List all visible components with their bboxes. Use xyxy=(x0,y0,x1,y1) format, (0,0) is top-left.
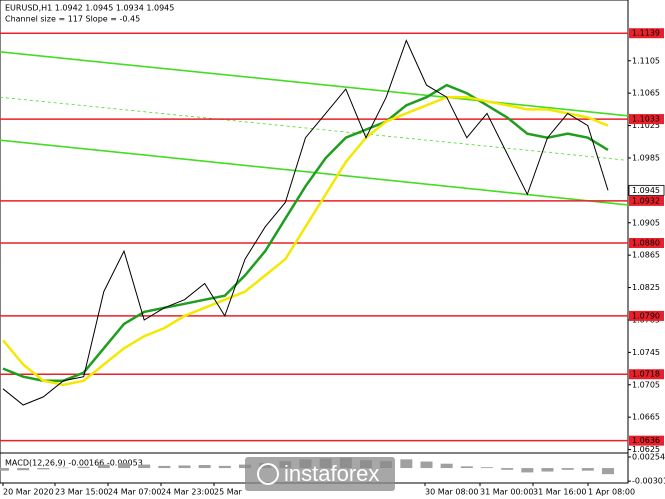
y-tick-label: 1.0625 xyxy=(632,445,660,454)
level-label-box xyxy=(629,310,664,321)
price-line xyxy=(2,39,609,406)
macd-bar xyxy=(118,462,130,469)
x-tick-label: 24 Mar 07:00 xyxy=(108,488,161,497)
macd-bar xyxy=(420,461,433,469)
current-price-label: 1.0945 xyxy=(632,186,660,195)
macd-bar xyxy=(581,468,594,471)
y-tick-label: 1.0825 xyxy=(632,283,660,292)
watermark: instaforex xyxy=(245,457,395,491)
macd-bar xyxy=(17,468,30,471)
indicator-line: Channel size = 117 Slope = -0.45 xyxy=(5,15,140,24)
level-label: 1.0636 xyxy=(632,436,660,445)
level-label: 1.0932 xyxy=(632,196,660,205)
level-label: 1.1139 xyxy=(632,29,660,38)
x-tick-label: 24 Mar 23:00 xyxy=(161,488,214,497)
y-tick-label: 1.0865 xyxy=(632,251,660,260)
x-tick-label: 31 Mar 16:00 xyxy=(533,488,586,497)
x-tick-label: 1 Apr 08:00 xyxy=(588,488,635,497)
x-tick-label: 20 Mar 2020 xyxy=(3,488,54,497)
macd-bar xyxy=(158,465,171,469)
y-tick-label: 1.0665 xyxy=(632,413,660,422)
macd-bar xyxy=(178,465,191,469)
y-tick-label: 1.0985 xyxy=(632,153,660,162)
macd-bar xyxy=(198,465,211,469)
macd-label: MACD(12,26,9) -0.00166 -0.00053 xyxy=(5,459,143,468)
symbol-line: EURUSD,H1 1.0942 1.0945 1.0934 1.0945 xyxy=(5,4,174,13)
macd-bar xyxy=(602,468,614,475)
y-tick-label: 1.1065 xyxy=(632,89,660,98)
level-label-box xyxy=(629,238,664,249)
level-label: 1.1033 xyxy=(632,115,660,124)
x-tick-label: 31 Mar 00:00 xyxy=(480,488,533,497)
x-tick-label: 23 Mar 15:00 xyxy=(55,488,108,497)
y-tick-label: 1.1105 xyxy=(632,56,660,65)
watermark-box xyxy=(245,457,395,491)
level-label-box xyxy=(629,195,664,206)
y-tick-label: 1.0705 xyxy=(632,380,660,389)
macd-bar xyxy=(440,463,453,469)
macd-bar xyxy=(138,464,151,469)
macd-bar xyxy=(218,465,231,469)
macd-bar xyxy=(77,466,90,469)
y-tick-label: 1.0745 xyxy=(632,348,660,357)
macd-bar xyxy=(400,459,413,469)
channel-line xyxy=(0,51,629,117)
macd-tick-label: 0.00254 xyxy=(632,453,665,462)
plot-frame xyxy=(0,0,629,484)
macd-bar xyxy=(37,468,50,470)
watermark-logo xyxy=(257,463,279,485)
macd-bar xyxy=(460,466,473,469)
macd-bar xyxy=(481,467,493,469)
y-tick-label: 1.1025 xyxy=(632,121,660,130)
macd-bar xyxy=(57,467,70,469)
x-tick-label: 25 Mar xyxy=(214,488,243,497)
level-label-box xyxy=(629,369,664,380)
level-label-box xyxy=(629,435,664,446)
level-label-box xyxy=(629,28,664,39)
level-label: 1.0880 xyxy=(632,239,660,248)
macd-bar xyxy=(97,464,110,469)
current-price-box xyxy=(628,184,665,196)
level-label: 1.0718 xyxy=(632,370,660,379)
y-tick-label: 1.0905 xyxy=(632,218,660,227)
watermark-text: instaforex xyxy=(284,461,379,486)
macd-bar xyxy=(561,468,574,470)
macd-bar xyxy=(0,468,9,471)
level-label: 1.0790 xyxy=(632,311,660,320)
macd-tick-label: -0.00301 xyxy=(632,477,665,486)
x-tick-label: 30 Mar 08:00 xyxy=(425,488,478,497)
macd-bar xyxy=(521,468,534,473)
macd-bar xyxy=(541,468,554,472)
marks: 1.1105 1.1065 1.1025 1.0985 1.0905 1.0865 1.08… xyxy=(0,28,665,497)
moving-average xyxy=(2,83,609,382)
moving-average xyxy=(2,95,609,387)
level-label-box xyxy=(629,114,664,125)
macd-bar xyxy=(501,468,514,470)
